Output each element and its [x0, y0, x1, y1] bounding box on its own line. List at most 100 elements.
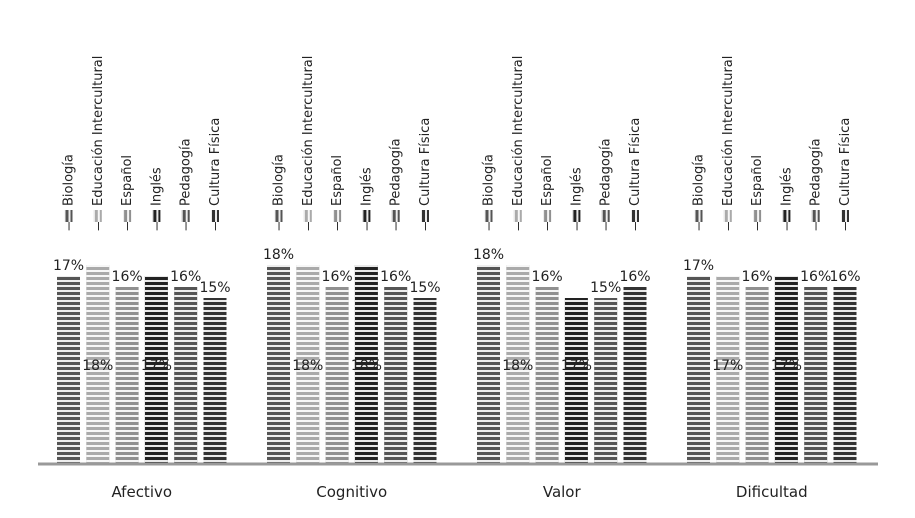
- legend-label: Cultura Física: [418, 118, 433, 206]
- data-label-dificultad-pedagogia: 16%: [800, 269, 831, 285]
- legend-cognitivo-cultura-fisica: —Cultura Física: [418, 118, 433, 231]
- bar-valor-biologia-texture: [477, 265, 500, 463]
- legend-swatch-texture: [484, 210, 493, 222]
- category-label-valor: Valor: [543, 483, 582, 501]
- bar-dificultad-ingles-texture: [774, 276, 798, 463]
- data-label-valor-ingles: 17%: [561, 358, 592, 374]
- legend-swatch-texture: [811, 210, 820, 222]
- data-label-dificultad-educacion-intercultural: 17%: [712, 358, 743, 374]
- legend-dificultad-pedagogia: —Pedagogía: [809, 138, 824, 231]
- legend-label: Cultura Física: [628, 118, 643, 206]
- legend-swatch-texture: [333, 210, 342, 222]
- data-label-dificultad-espanol: 16%: [742, 269, 773, 285]
- data-label-dificultad-ingles: 17%: [771, 358, 802, 374]
- bar-valor-pedagogia-texture: [594, 298, 618, 463]
- bar-valor-ingles-texture: [564, 298, 588, 463]
- bar-cognitivo-educacion-intercultural-texture: [296, 265, 320, 463]
- legend-swatch-texture: [572, 210, 581, 222]
- legend-afectivo-ingles: —Inglés: [149, 167, 164, 231]
- bar-afectivo-biologia-texture: [57, 276, 80, 463]
- legend-label: Inglés: [359, 167, 374, 206]
- legend-swatch-texture: [274, 210, 283, 222]
- bar-valor-espanol-texture: [535, 287, 559, 463]
- legend-dificultad-educacion-intercultural: —Educación Intercultural: [721, 56, 736, 231]
- legend-afectivo-espanol: —Español: [120, 155, 135, 231]
- bar-dificultad-biologia-texture: [687, 276, 710, 463]
- legend-swatch-texture: [64, 210, 73, 222]
- data-label-valor-espanol: 16%: [532, 269, 563, 285]
- legend-label: Biología: [482, 154, 497, 206]
- legend-label: Pedagogía: [179, 138, 194, 206]
- legend-swatch-texture: [303, 210, 312, 222]
- bar-afectivo-espanol-texture: [115, 287, 139, 463]
- data-label-valor-biologia: 18%: [473, 247, 504, 263]
- legend-swatch-texture: [841, 210, 849, 222]
- data-label-cognitivo-biologia: 18%: [263, 247, 294, 263]
- legend-afectivo-pedagogia: —Pedagogía: [179, 138, 194, 231]
- legend-valor-ingles: —Inglés: [569, 167, 584, 231]
- data-label-afectivo-pedagogia: 16%: [170, 269, 201, 285]
- legend-swatch-texture: [513, 210, 522, 222]
- legend-swatch-texture: [181, 210, 190, 222]
- data-label-afectivo-educacion-intercultural: 18%: [82, 358, 113, 374]
- legend-valor-biologia: —Biología: [482, 154, 497, 231]
- legend-label: Educación Intercultural: [511, 56, 526, 206]
- legend-label: Biología: [272, 154, 287, 206]
- data-label-afectivo-ingles: 17%: [141, 358, 172, 374]
- legend-afectivo-educacion-intercultural: —Educación Intercultural: [91, 56, 106, 231]
- legend-afectivo-cultura-fisica: —Cultura Física: [208, 118, 223, 231]
- legend-dificultad-espanol: —Español: [750, 155, 765, 231]
- legend-label: Pedagogía: [599, 138, 614, 206]
- category-label-cognitivo: Cognitivo: [316, 483, 387, 501]
- legend-afectivo-biologia: —Biología: [62, 154, 77, 231]
- data-label-valor-educacion-intercultural: 18%: [502, 358, 533, 374]
- legend-swatch-texture: [391, 210, 400, 222]
- legend-swatch-texture: [123, 210, 132, 222]
- legend-swatch-texture: [753, 210, 762, 222]
- data-label-dificultad-cultura-fisica: 16%: [829, 269, 860, 285]
- legend-swatch-texture: [211, 210, 219, 222]
- bar-afectivo-ingles-texture: [144, 276, 168, 463]
- legend-cognitivo-ingles: —Inglés: [359, 167, 374, 231]
- data-label-cognitivo-pedagogia: 16%: [380, 269, 411, 285]
- legend-label: Educación Intercultural: [91, 56, 106, 206]
- data-label-afectivo-biologia: 17%: [53, 258, 84, 274]
- data-label-afectivo-cultura-fisica: 15%: [199, 280, 230, 296]
- legend-label: Inglés: [149, 167, 164, 206]
- bar-afectivo-cultura-fisica-texture: [203, 298, 227, 463]
- legend-label: Educación Intercultural: [301, 56, 316, 206]
- legend-label: Español: [120, 155, 135, 206]
- legend-cognitivo-espanol: —Español: [330, 155, 345, 231]
- legend-swatch-texture: [93, 210, 102, 222]
- legend-label: Pedagogía: [389, 138, 404, 206]
- data-label-valor-cultura-fisica: 16%: [619, 269, 650, 285]
- bar-dificultad-cultura-fisica-texture: [833, 287, 857, 463]
- legend-label: Español: [540, 155, 555, 206]
- bar-cognitivo-espanol-texture: [325, 287, 349, 463]
- data-label-cognitivo-educacion-intercultural: 18%: [292, 358, 323, 374]
- data-label-cognitivo-cultura-fisica: 15%: [409, 280, 440, 296]
- data-label-cognitivo-ingles: 18%: [351, 358, 382, 374]
- legend-label: Biología: [62, 154, 77, 206]
- bar-cognitivo-biologia-texture: [267, 265, 290, 463]
- bar-afectivo-educacion-intercultural-texture: [86, 265, 110, 463]
- legend-swatch-texture: [362, 210, 371, 222]
- legend-label: Español: [330, 155, 345, 206]
- legend-dificultad-cultura-fisica: —Cultura Física: [838, 118, 853, 231]
- legend-swatch-texture: [631, 210, 639, 222]
- legend-label: Biología: [692, 154, 707, 206]
- legend-valor-pedagogia: —Pedagogía: [599, 138, 614, 231]
- legend-cognitivo-biologia: —Biología: [272, 154, 287, 231]
- legend-label: Cultura Física: [208, 118, 223, 206]
- bar-dificultad-educacion-intercultural-texture: [716, 276, 740, 463]
- bar-valor-cultura-fisica-texture: [623, 287, 647, 463]
- bar-dificultad-pedagogia-texture: [804, 287, 828, 463]
- legend-dificultad-ingles: —Inglés: [779, 167, 794, 231]
- bar-afectivo-pedagogia-texture: [174, 287, 198, 463]
- legend-swatch-texture: [782, 210, 791, 222]
- legend-valor-cultura-fisica: —Cultura Física: [628, 118, 643, 231]
- legend-swatch-texture: [601, 210, 610, 222]
- legend-label: Inglés: [569, 167, 584, 206]
- bar-valor-educacion-intercultural-texture: [506, 265, 530, 463]
